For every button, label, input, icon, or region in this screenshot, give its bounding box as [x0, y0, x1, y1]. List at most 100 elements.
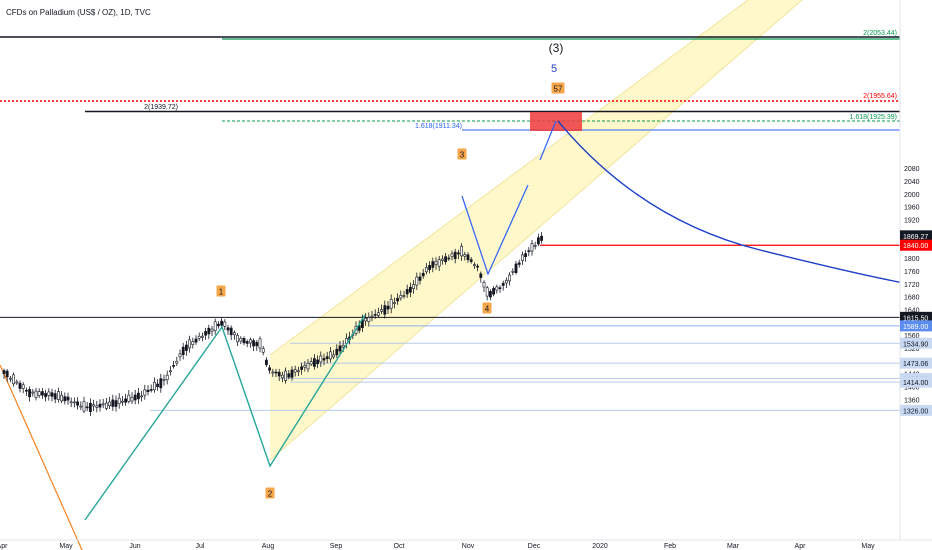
wave-label-5: 5: [551, 63, 557, 75]
candle-up: [69, 401, 73, 404]
x-tick-label: May: [59, 543, 73, 550]
candle-down: [456, 252, 460, 255]
candle-down: [453, 251, 457, 259]
price-label-box: [900, 311, 932, 323]
candle-up: [213, 321, 217, 331]
candle-up: [92, 404, 96, 407]
candle-up: [306, 362, 310, 370]
candle-down: [229, 327, 233, 336]
candle-up: [485, 287, 489, 297]
candle-down: [492, 288, 496, 295]
candle-up: [239, 337, 243, 342]
candle-up: [437, 259, 441, 267]
candle-down: [312, 358, 316, 367]
candle-up: [127, 394, 131, 402]
candle-up: [21, 384, 25, 389]
candle-up: [105, 402, 108, 409]
price-label-box: [900, 320, 932, 332]
y-tick-label: 1760: [904, 269, 920, 276]
y-tick-label: 1680: [904, 295, 920, 302]
candle-up: [143, 389, 147, 396]
candle-up: [56, 391, 60, 400]
x-tick-label: May: [861, 543, 875, 550]
candle-down: [501, 282, 505, 286]
candle-down: [277, 371, 281, 377]
candle-up: [188, 339, 192, 349]
candle-up: [261, 348, 265, 353]
candle-down: [114, 400, 118, 407]
candle-up: [472, 264, 476, 266]
x-tick-label: Apr: [795, 543, 807, 550]
candle-up: [296, 370, 300, 373]
candle-down: [28, 389, 32, 398]
candle-down: [287, 373, 291, 378]
candle-up: [284, 370, 288, 381]
candle-up: [79, 405, 83, 408]
candle-up: [520, 254, 524, 261]
candle-up: [504, 279, 508, 284]
orange-trendline: [0, 364, 83, 550]
candle-up: [258, 338, 262, 349]
candle-down: [2, 370, 6, 374]
candle-down: [220, 320, 224, 326]
candle-up: [376, 312, 380, 316]
candle-down: [396, 297, 400, 302]
fib-label-1955: 2(1955.64): [863, 93, 897, 100]
candle-up: [293, 369, 297, 373]
candle-up: [380, 309, 384, 312]
candle-down: [264, 359, 268, 366]
candle-up: [367, 317, 371, 322]
y-tick-label: 1640: [904, 307, 920, 314]
candle-down: [421, 272, 425, 277]
candle-down: [66, 396, 70, 401]
x-tick-label: Apr: [0, 543, 8, 550]
price-label: 1869.27: [903, 234, 928, 241]
candle-up: [511, 270, 515, 273]
x-tick-label: Dec: [528, 543, 541, 550]
channel-lower-edge: [269, 0, 803, 461]
candle-down: [85, 406, 89, 409]
candle-up: [495, 286, 499, 291]
candle-up: [34, 390, 38, 398]
price-label-box: [900, 230, 932, 242]
candle-up: [434, 260, 438, 265]
candle-down: [137, 392, 140, 400]
candle-up: [460, 245, 464, 257]
wave-line-5: [539, 120, 557, 161]
candle-up: [117, 397, 121, 404]
candle-down: [207, 327, 211, 335]
price-label: 1840.00: [903, 243, 928, 250]
candle-down: [383, 305, 387, 315]
candle-down: [133, 394, 137, 401]
candle-down: [325, 356, 329, 359]
y-tick-label: 1400: [904, 385, 920, 392]
candle-up: [440, 258, 444, 261]
y-tick-label: 2080: [904, 166, 920, 173]
candle-up: [101, 403, 105, 406]
candle-up: [12, 374, 16, 385]
wave-line-3-4: [461, 184, 529, 276]
candle-down: [172, 365, 176, 367]
candle-up: [271, 371, 275, 374]
y-tick-label: 1920: [904, 218, 920, 225]
wave-label-box-4: [551, 82, 565, 94]
candle-down: [44, 393, 48, 398]
candle-down: [98, 403, 102, 408]
candle-down: [268, 367, 272, 371]
candle-up: [370, 315, 374, 318]
price-label-box: [900, 376, 932, 388]
candle-down: [514, 263, 518, 273]
candle-up: [249, 339, 252, 344]
fib-label-1939: 2(1939.72): [144, 104, 178, 111]
x-tick-label: Aug: [262, 543, 275, 550]
candle-up: [153, 382, 156, 391]
candle-up: [201, 335, 204, 338]
candle-up: [280, 374, 284, 379]
candle-down: [124, 398, 128, 403]
price-axis-bg: [900, 0, 932, 550]
candle-up: [341, 344, 345, 348]
wave-label-box-3: [482, 302, 492, 314]
candle-up: [169, 370, 172, 373]
wave-label-2: 2: [268, 490, 273, 499]
